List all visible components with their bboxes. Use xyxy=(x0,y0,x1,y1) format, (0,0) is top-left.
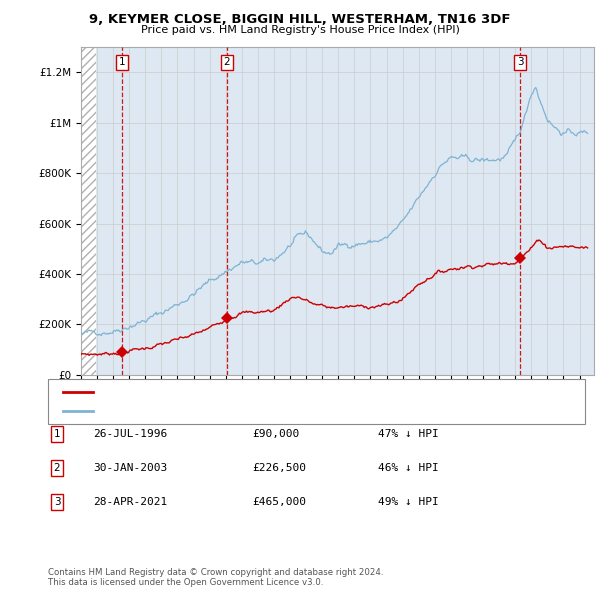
Text: 3: 3 xyxy=(53,497,61,507)
Text: 1: 1 xyxy=(119,57,125,67)
Text: 47% ↓ HPI: 47% ↓ HPI xyxy=(378,429,439,438)
Text: HPI: Average price, detached house, Bromley: HPI: Average price, detached house, Brom… xyxy=(99,407,325,416)
Text: 3: 3 xyxy=(517,57,524,67)
Text: 46% ↓ HPI: 46% ↓ HPI xyxy=(378,463,439,473)
Text: 9, KEYMER CLOSE, BIGGIN HILL, WESTERHAM, TN16 3DF: 9, KEYMER CLOSE, BIGGIN HILL, WESTERHAM,… xyxy=(89,13,511,26)
Text: 2: 2 xyxy=(224,57,230,67)
Text: 30-JAN-2003: 30-JAN-2003 xyxy=(93,463,167,473)
Text: 28-APR-2021: 28-APR-2021 xyxy=(93,497,167,507)
Text: £465,000: £465,000 xyxy=(252,497,306,507)
Text: Contains HM Land Registry data © Crown copyright and database right 2024.
This d: Contains HM Land Registry data © Crown c… xyxy=(48,568,383,587)
Text: 1: 1 xyxy=(53,429,61,438)
Text: 2: 2 xyxy=(53,463,61,473)
Text: 49% ↓ HPI: 49% ↓ HPI xyxy=(378,497,439,507)
Text: £226,500: £226,500 xyxy=(252,463,306,473)
Text: 9, KEYMER CLOSE, BIGGIN HILL,  WESTERHAM, TN16 3DF (detached house): 9, KEYMER CLOSE, BIGGIN HILL, WESTERHAM,… xyxy=(99,387,474,396)
Text: 26-JUL-1996: 26-JUL-1996 xyxy=(93,429,167,438)
Text: £90,000: £90,000 xyxy=(252,429,299,438)
Text: Price paid vs. HM Land Registry's House Price Index (HPI): Price paid vs. HM Land Registry's House … xyxy=(140,25,460,35)
